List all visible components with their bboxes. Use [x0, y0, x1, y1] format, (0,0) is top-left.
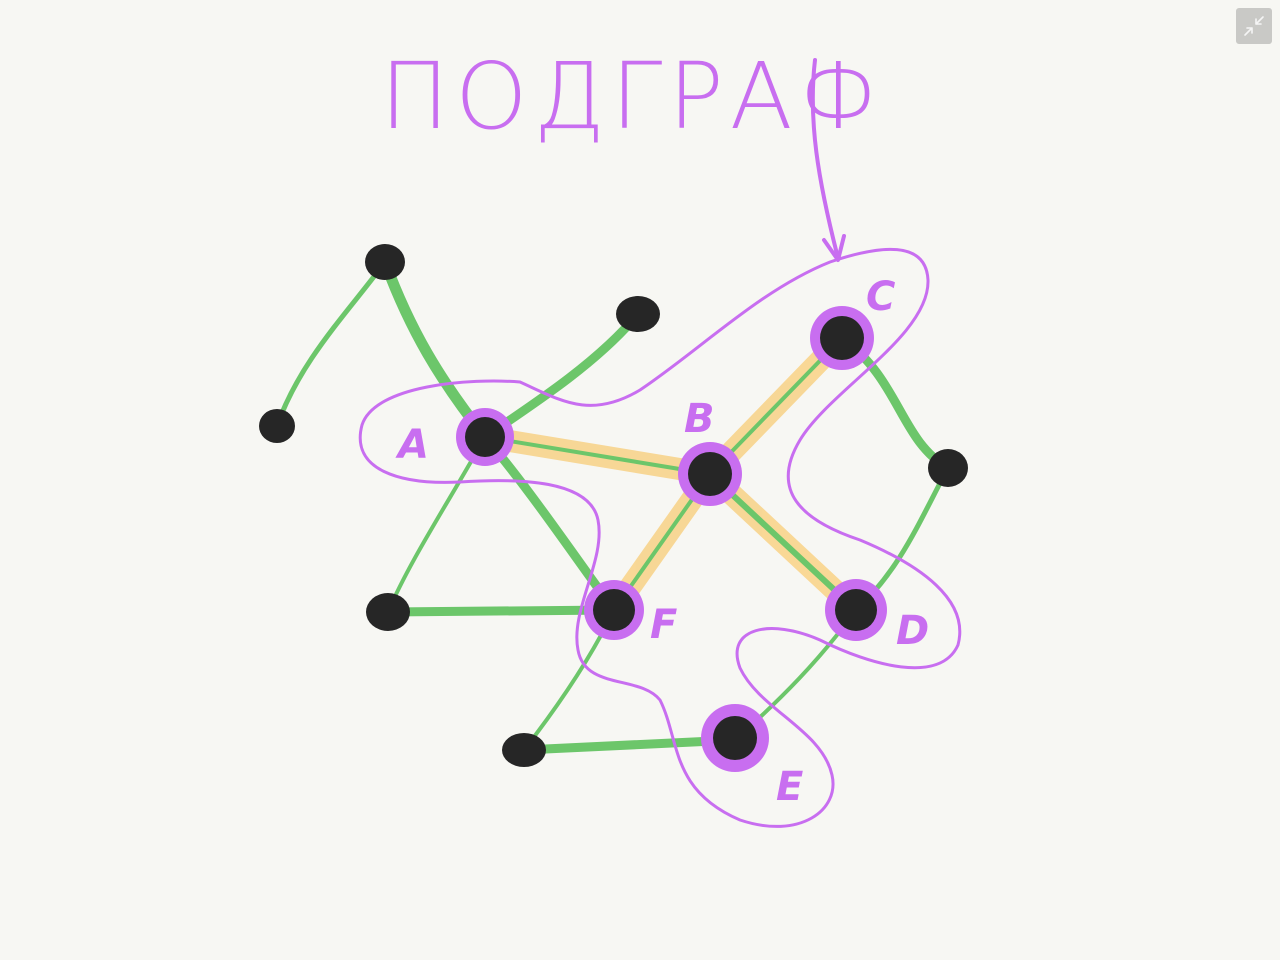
node-right [928, 449, 968, 487]
edge-a-n3 [480, 309, 643, 442]
collapse-arrows-icon [1244, 16, 1264, 36]
edge-n1-a [379, 256, 491, 443]
node-lower-left [366, 593, 410, 631]
node-left [259, 409, 295, 443]
label-d: D [896, 608, 929, 654]
edge-n4-f [383, 605, 619, 617]
node-top [365, 244, 405, 280]
edge-n1-n2 [274, 259, 388, 429]
subgraph-outline [358, 247, 962, 828]
plain-nodes [259, 244, 968, 767]
pointer-arrow [810, 58, 840, 260]
label-f: F [650, 602, 677, 648]
label-b: B [684, 396, 715, 442]
node-a [456, 408, 514, 466]
diagram-title: ПОДГРАФ [380, 43, 884, 150]
node-bottom-left [502, 733, 546, 767]
node-b [678, 442, 742, 506]
node-upper-right-of-a [616, 296, 660, 332]
label-a: A [395, 422, 429, 468]
node-c [810, 306, 874, 370]
node-d [825, 579, 887, 641]
label-c: C [866, 274, 895, 320]
edge-b-d [707, 471, 859, 613]
node-e [701, 704, 769, 772]
edge-n6-e [519, 735, 740, 755]
edge-a-b [483, 435, 712, 476]
label-e: E [776, 764, 803, 810]
collapse-button[interactable] [1236, 8, 1272, 44]
subgraph-nodes [456, 306, 887, 772]
node-f [584, 580, 644, 640]
